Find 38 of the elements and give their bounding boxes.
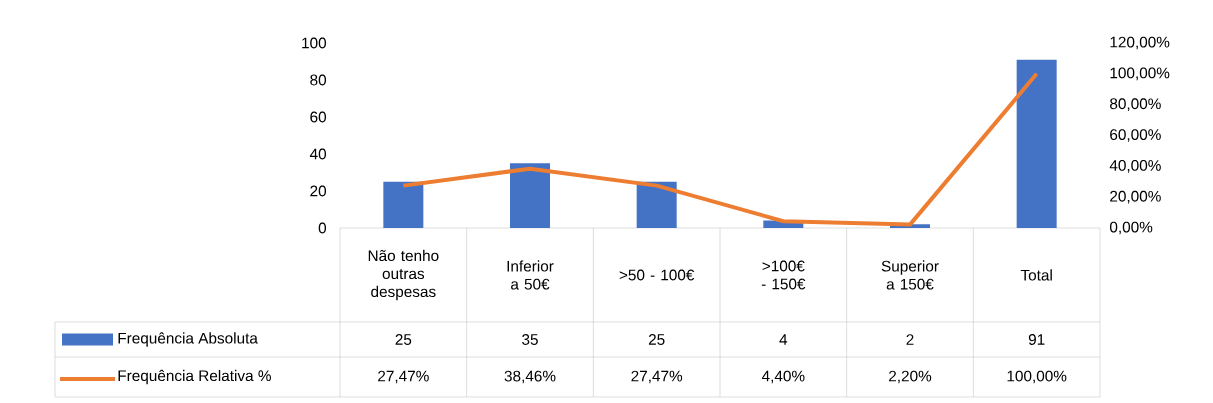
y-tick-label: 60 bbox=[310, 111, 327, 123]
x-tick-label: Inferior a 50€ bbox=[507, 260, 554, 290]
y-tick-label: 40 bbox=[309, 148, 327, 160]
bar bbox=[1016, 59, 1057, 228]
y-tick-label: 80 bbox=[310, 74, 327, 86]
data-label: 38,46% bbox=[504, 370, 556, 384]
data-label: 27,47% bbox=[378, 370, 429, 384]
legend-label: Frequência Relativa % bbox=[118, 369, 271, 385]
data-label: 25 bbox=[395, 334, 412, 345]
data-label: 27,47% bbox=[631, 370, 683, 384]
y-tick-label: 0 bbox=[318, 222, 327, 234]
data-label: 2,20% bbox=[889, 370, 932, 384]
data-label: 91 bbox=[1028, 334, 1045, 345]
x-tick-label: >100€ - 150€ bbox=[761, 260, 806, 290]
x-tick-label: >50 - 100€ bbox=[619, 269, 695, 281]
data-label: 2 bbox=[906, 334, 914, 345]
y2-tick-label: 80,00% bbox=[1110, 98, 1161, 111]
y2-tick-label: 100,00% bbox=[1110, 67, 1170, 81]
legend-label: Frequência Absoluta bbox=[118, 332, 258, 347]
y2-tick-label: 40,00% bbox=[1109, 159, 1161, 173]
x-tick-label: Total bbox=[1020, 269, 1052, 281]
data-label: 35 bbox=[522, 334, 538, 345]
y-tick-label: 100 bbox=[302, 37, 327, 49]
y2-tick-label: 60,00% bbox=[1110, 129, 1161, 142]
data-label: 4,40% bbox=[761, 370, 805, 384]
x-tick-label: Não tenho outras despesas bbox=[368, 249, 439, 301]
line-series bbox=[401, 71, 1039, 227]
data-label: 25 bbox=[648, 334, 665, 345]
y-tick-label: 20 bbox=[310, 185, 327, 197]
y2-tick-label: 20,00% bbox=[1110, 190, 1161, 204]
data-label: 4 bbox=[779, 334, 788, 345]
data-label: 100,00% bbox=[1007, 370, 1067, 384]
y2-tick-label: 0,00% bbox=[1109, 221, 1153, 235]
bar bbox=[510, 163, 551, 228]
y2-tick-label: 120,00% bbox=[1110, 36, 1170, 50]
x-tick-label: Superior a 150€ bbox=[881, 260, 939, 290]
bar bbox=[636, 181, 677, 228]
bar bbox=[383, 181, 424, 228]
